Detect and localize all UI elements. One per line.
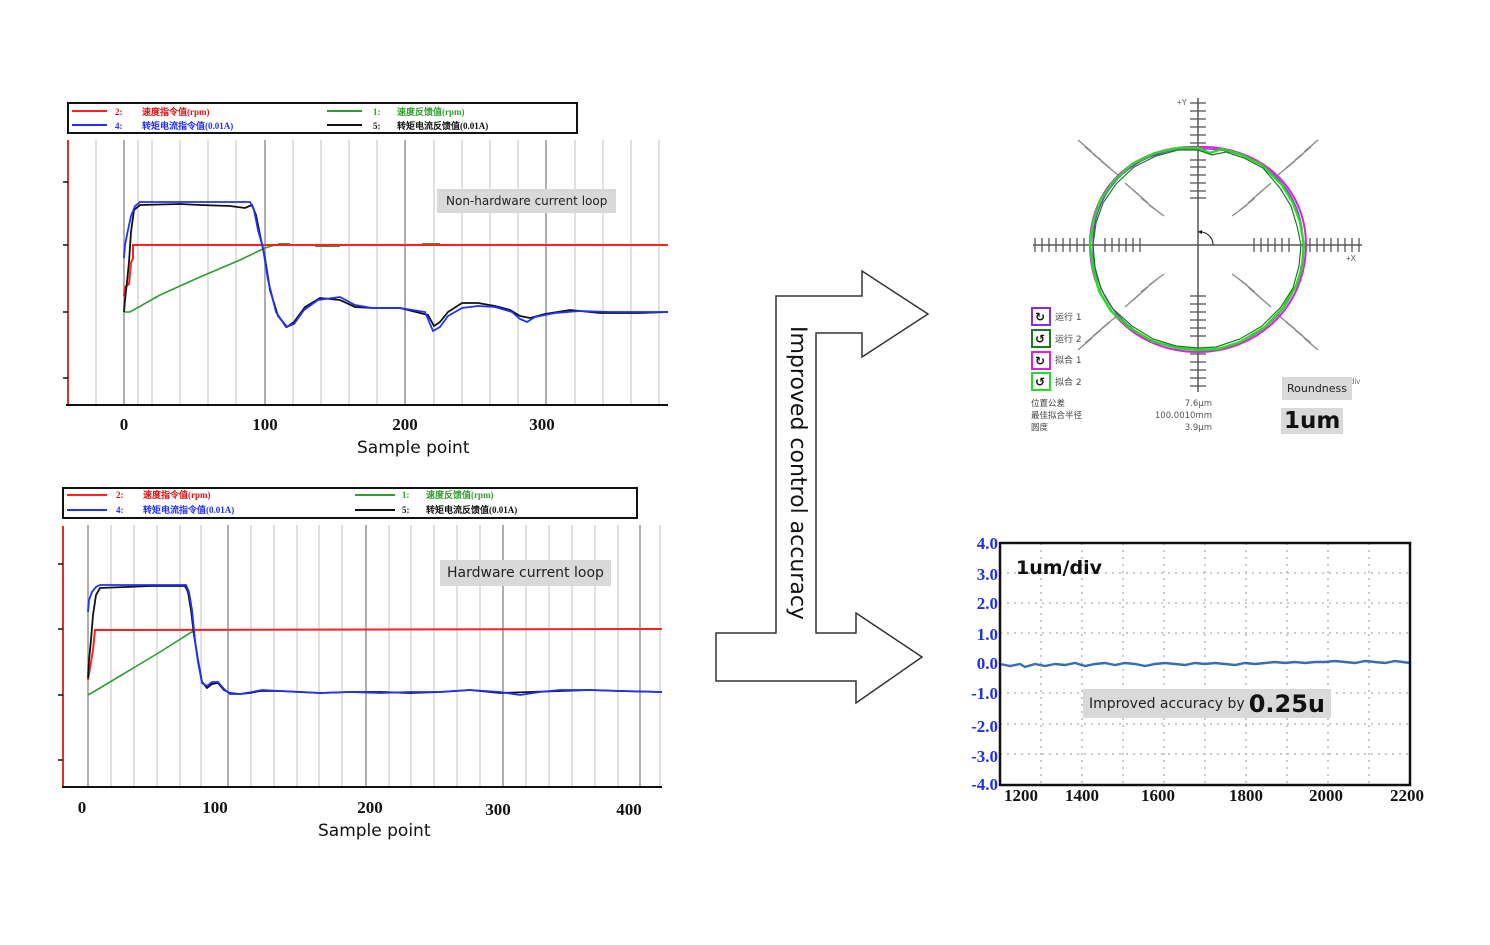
svg-text:0.0: 0.0 [977, 654, 998, 673]
chart1-xlabel: Sample point [357, 438, 470, 458]
svg-text:1200: 1200 [1004, 786, 1038, 805]
x-tick-label: 0 [78, 798, 87, 817]
improved-prefix: Improved accuracy by [1089, 695, 1245, 712]
x-tick-label: 200 [392, 415, 418, 434]
roundness-stats: 位置公差 最佳拟合半径 圆度 7.6µm 100.0010mm 3.9µm [1031, 398, 1212, 433]
legend-run-1: 运行 1 [1055, 311, 1082, 323]
grid-major [123, 140, 547, 405]
scale-label: 1um/div [1016, 557, 1103, 579]
chart2-xlabel: Sample point [318, 821, 431, 841]
svg-text:位置公差: 位置公差 [1031, 398, 1065, 409]
legend-fit-2: 拟合 2 [1055, 376, 1082, 388]
grid-vertical [95, 140, 660, 405]
x-tick-label: 100 [202, 798, 228, 817]
roundness-value: 1um [1281, 408, 1344, 434]
improved-accuracy-badge: Improved accuracy by 0.25u [1083, 689, 1332, 718]
angle-arc-icon [1197, 231, 1214, 246]
x-tick-label: 300 [485, 800, 511, 819]
legend-label: 转矩电流指令值(0.01A) [143, 504, 234, 515]
chart1-badge: Non-hardware current loop [437, 189, 617, 213]
series-current-command [123, 201, 668, 333]
svg-text:圆度: 圆度 [1031, 422, 1049, 433]
series-speed-command [123, 244, 668, 297]
legend-run-2: 运行 2 [1055, 333, 1082, 345]
legend-num: 5: [373, 121, 381, 131]
legend-label: 速度反馈值(rpm) [397, 106, 465, 117]
svg-text:1800: 1800 [1229, 786, 1263, 805]
legend-label: 速度指令值(rpm) [143, 489, 211, 500]
svg-text:100.0010mm: 100.0010mm [1155, 411, 1212, 421]
x-tick-label: 400 [616, 800, 642, 819]
x-tick-label: 200 [357, 798, 383, 817]
rotate-cw-icon: ↻ [1035, 310, 1045, 324]
legend-label: 转矩电流反馈值(0.01A) [397, 120, 488, 131]
svg-text:2.0: 2.0 [977, 594, 998, 613]
plot-frame [998, 541, 1412, 787]
x-tick-label: 100 [252, 415, 278, 434]
improvement-arrow [715, 269, 930, 705]
svg-text:-1.0: -1.0 [971, 684, 998, 703]
trace-run-2 [1092, 149, 1302, 349]
svg-text:1400: 1400 [1065, 786, 1099, 805]
trace-fit-2 [1088, 146, 1306, 352]
svg-text:-4.0: -4.0 [971, 775, 998, 794]
legend-box [62, 487, 638, 519]
legend-num: 1: [373, 107, 381, 117]
rotate-ccw-icon: ↺ [1035, 332, 1045, 346]
svg-text:-3.0: -3.0 [971, 747, 998, 766]
legend-fit-1: 拟合 1 [1055, 354, 1082, 366]
legend-num: 5: [402, 505, 410, 515]
legend-label: 速度反馈值(rpm) [426, 489, 494, 500]
chart-hardware-loop: 2: 速度指令值(rpm) 4: 转矩电流指令值(0.01A) 1: 速度反馈值… [58, 487, 663, 819]
svg-text:2000: 2000 [1309, 786, 1343, 805]
legend-label: 转矩电流反馈值(0.01A) [426, 504, 517, 515]
svg-text:最佳拟合半径: 最佳拟合半径 [1031, 410, 1083, 421]
grid-major [87, 525, 641, 787]
series-error [999, 659, 1411, 669]
series-current-feedback [87, 585, 663, 695]
svg-text:3.0: 3.0 [977, 565, 998, 584]
x-tick-label: 0 [120, 415, 129, 434]
svg-text:1.0: 1.0 [977, 625, 998, 644]
svg-text:1600: 1600 [1141, 786, 1175, 805]
series-current-feedback [123, 203, 669, 329]
plus-y-label: +Y [1177, 98, 1188, 107]
y-tick-labels: 4.0 3.0 2.0 1.0 0.0 -1.0 -2.0 -3.0 -4.0 [971, 534, 998, 794]
series-current-command [87, 584, 663, 696]
improved-value: 0.25u [1248, 689, 1326, 718]
svg-text:3.9µm: 3.9µm [1185, 423, 1212, 433]
legend-label: 转矩电流指令值(0.01A) [142, 120, 233, 131]
legend-num: 2: [116, 490, 124, 500]
x-tick-label: 300 [529, 415, 555, 434]
chart-non-hardware-loop: 2: 速度指令值(rpm) 4: 转矩电流指令值(0.01A) 1: 速度反馈值… [63, 102, 669, 434]
rotate-cw-icon: ↻ [1035, 354, 1045, 368]
svg-text:-2.0: -2.0 [971, 717, 998, 736]
x-tick-labels: 1200 1400 1600 1800 2000 2200 [1004, 786, 1424, 805]
svg-text:2200: 2200 [1390, 786, 1424, 805]
legend-box [67, 102, 578, 134]
div-label: div [1350, 377, 1360, 386]
roundness-badge: Roundness [1282, 377, 1353, 400]
legend-num: 1: [402, 490, 410, 500]
series-speed-feedback [124, 244, 276, 313]
plus-x-label: +X [1346, 254, 1357, 263]
roundness-legend: ↻ ↺ ↻ ↺ 运行 1 运行 2 拟合 1 拟合 2 [1031, 307, 1082, 391]
legend-num: 2: [115, 107, 123, 117]
svg-text:4.0: 4.0 [977, 534, 998, 553]
legend-num: 4: [116, 505, 124, 515]
legend-num: 4: [115, 121, 123, 131]
chart2-badge: Hardware current loop [440, 560, 611, 586]
diagonal-hatches [1077, 139, 1319, 351]
svg-text:7.6µm: 7.6µm [1185, 399, 1212, 409]
chart-error: 4.0 3.0 2.0 1.0 0.0 -1.0 -2.0 -3.0 -4.0 … [971, 534, 1424, 805]
arrow-label: Improved control accuracy [785, 326, 810, 620]
series-speed-command [87, 628, 663, 681]
legend-label: 速度指令值(rpm) [142, 106, 210, 117]
roundness-plot: +Y +X ↻ ↺ ↻ ↺ 运行 1 运行 2 拟合 1 拟合 [1031, 98, 1362, 433]
rotate-ccw-icon: ↺ [1035, 375, 1045, 389]
